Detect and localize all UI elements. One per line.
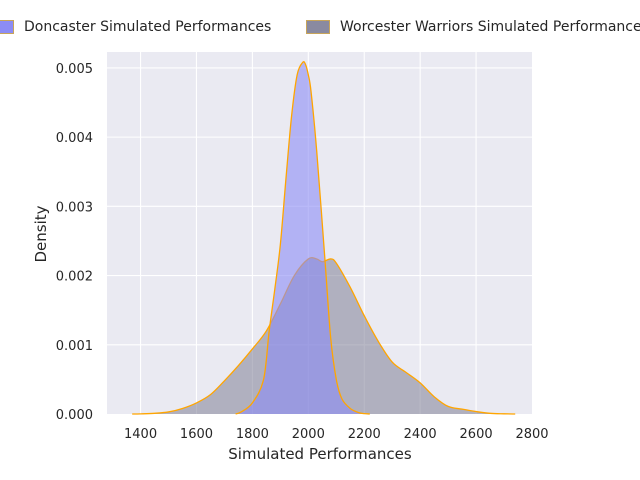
y-tick-label: 0.004 <box>56 131 93 146</box>
legend-item-worcester: Worcester Warriors Simulated Performance… <box>306 19 640 35</box>
y-tick-label: 0.001 <box>56 339 93 354</box>
legend-label-doncaster: Doncaster Simulated Performances <box>24 19 272 35</box>
x-tick-label: 1400 <box>124 427 157 442</box>
x-tick-label: 2200 <box>348 427 381 442</box>
x-tick-label: 2400 <box>404 427 437 442</box>
x-tick-label: 1800 <box>236 427 269 442</box>
legend-item-doncaster: Doncaster Simulated Performances <box>0 19 271 35</box>
y-tick-label: 0.003 <box>56 200 93 215</box>
legend-label-worcester: Worcester Warriors Simulated Performance… <box>340 19 640 35</box>
doncaster-density-area <box>235 61 370 414</box>
x-axis-label: Simulated Performances <box>228 445 412 463</box>
y-tick-label: 0.002 <box>56 270 93 285</box>
x-tick-label: 1600 <box>180 427 213 442</box>
legend-swatch-worcester <box>306 20 330 34</box>
density-areas <box>132 61 516 415</box>
y-axis-label: Density <box>32 205 50 262</box>
x-tick-label: 2600 <box>460 427 493 442</box>
tick-labels: 1400 1600 1800 2000 2200 2400 2600 2800 0.000 0.0… <box>56 62 549 442</box>
x-tick-label: 2000 <box>292 427 325 442</box>
y-tick-label: 0.005 <box>56 62 93 77</box>
doncaster-density-line <box>235 61 370 415</box>
legend: Doncaster Simulated Performances Worcest… <box>0 19 640 43</box>
legend-swatch-doncaster <box>0 20 14 34</box>
x-tick-label: 2800 <box>515 427 548 442</box>
y-tick-label: 0.000 <box>56 408 93 423</box>
